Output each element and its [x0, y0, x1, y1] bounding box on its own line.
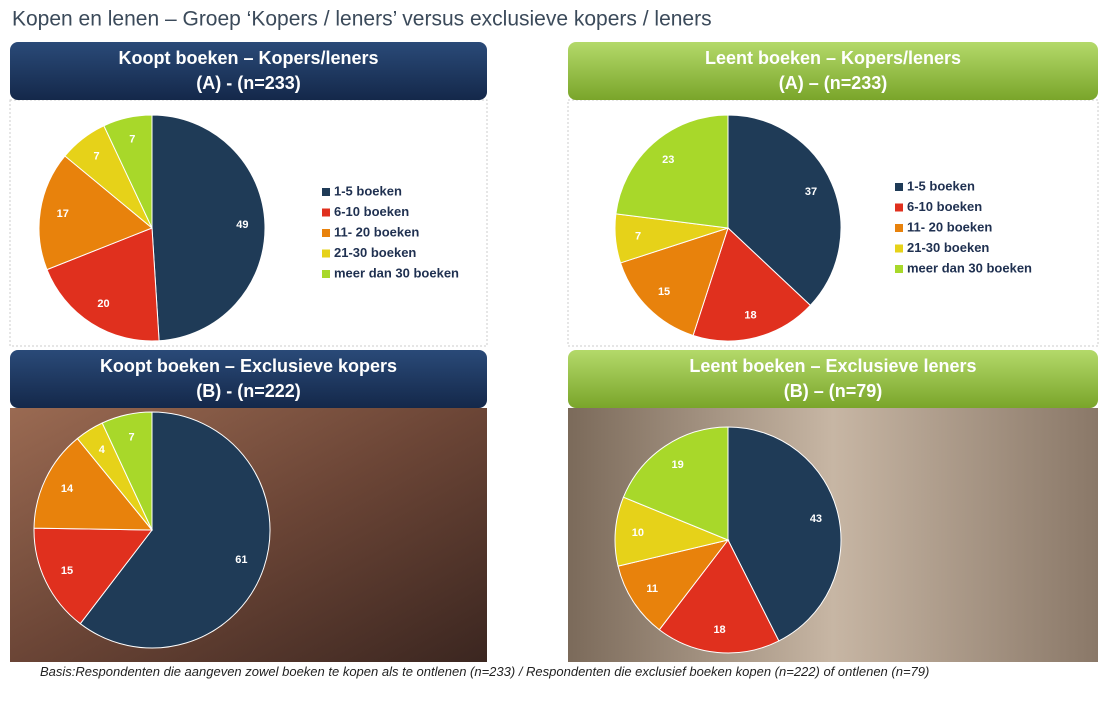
data-label: 7 [635, 230, 641, 242]
chart-title: Koopt boeken – Kopers/leners [118, 48, 378, 68]
legend-label: 11- 20 boeken [334, 224, 419, 239]
pie-slice [616, 115, 728, 228]
data-label: 15 [61, 565, 73, 577]
legend-swatch [895, 183, 903, 191]
data-label: 10 [632, 527, 644, 539]
chart-title: Leent boeken – Exclusieve leners [689, 356, 976, 376]
legend-label: 6-10 boeken [907, 199, 982, 214]
slide: Kopen en lenen – Groep ‘Kopers / leners’… [0, 0, 1112, 702]
legend-swatch [322, 270, 330, 278]
data-label: 11 [646, 583, 658, 595]
data-label: 37 [805, 186, 817, 198]
legend-label: meer dan 30 boeken [907, 260, 1032, 275]
legend-label: meer dan 30 boeken [334, 265, 459, 280]
legend-label: 21-30 boeken [907, 240, 989, 255]
data-label: 17 [57, 208, 69, 220]
chart-subtitle: (A) - (n=233) [196, 73, 301, 93]
legend-swatch [322, 229, 330, 237]
legend-swatch [322, 250, 330, 258]
legend-label: 6-10 boeken [334, 204, 409, 219]
legend-label: 21-30 boeken [334, 245, 416, 260]
legend-swatch [895, 224, 903, 232]
chart-title: Leent boeken – Kopers/leners [705, 48, 961, 68]
legend-swatch [895, 245, 903, 253]
legend-swatch [895, 204, 903, 212]
legend-label: 1-5 boeken [334, 183, 402, 198]
chart-title: Koopt boeken – Exclusieve kopers [100, 356, 397, 376]
legend-label: 11- 20 boeken [907, 219, 992, 234]
data-label: 49 [236, 219, 248, 231]
data-label: 43 [810, 513, 822, 525]
data-label: 19 [672, 459, 684, 471]
data-label: 18 [744, 309, 756, 321]
chart-subtitle: (A) – (n=233) [779, 73, 888, 93]
footnote: Basis:Respondenten die aangeven zowel bo… [40, 664, 1108, 680]
data-label: 7 [94, 150, 100, 162]
legend-label: 1-5 boeken [907, 178, 975, 193]
slide-title: Kopen en lenen – Groep ‘Kopers / leners’… [12, 8, 712, 31]
data-label: 15 [658, 286, 670, 298]
data-label: 14 [61, 483, 74, 495]
data-label: 20 [97, 298, 109, 310]
data-label: 4 [99, 444, 106, 456]
data-label: 7 [129, 432, 135, 444]
data-label: 7 [129, 134, 135, 146]
data-label: 18 [713, 624, 725, 636]
data-label: 61 [235, 554, 247, 566]
chart-subtitle: (B) - (n=222) [196, 381, 301, 401]
legend-swatch [895, 265, 903, 273]
data-label: 23 [662, 154, 674, 166]
chart-subtitle: (B) – (n=79) [784, 381, 883, 401]
legend-swatch [322, 209, 330, 217]
legend-swatch [322, 188, 330, 196]
page: Kopen en lenen – Groep ‘Kopers / leners’… [0, 0, 1112, 702]
